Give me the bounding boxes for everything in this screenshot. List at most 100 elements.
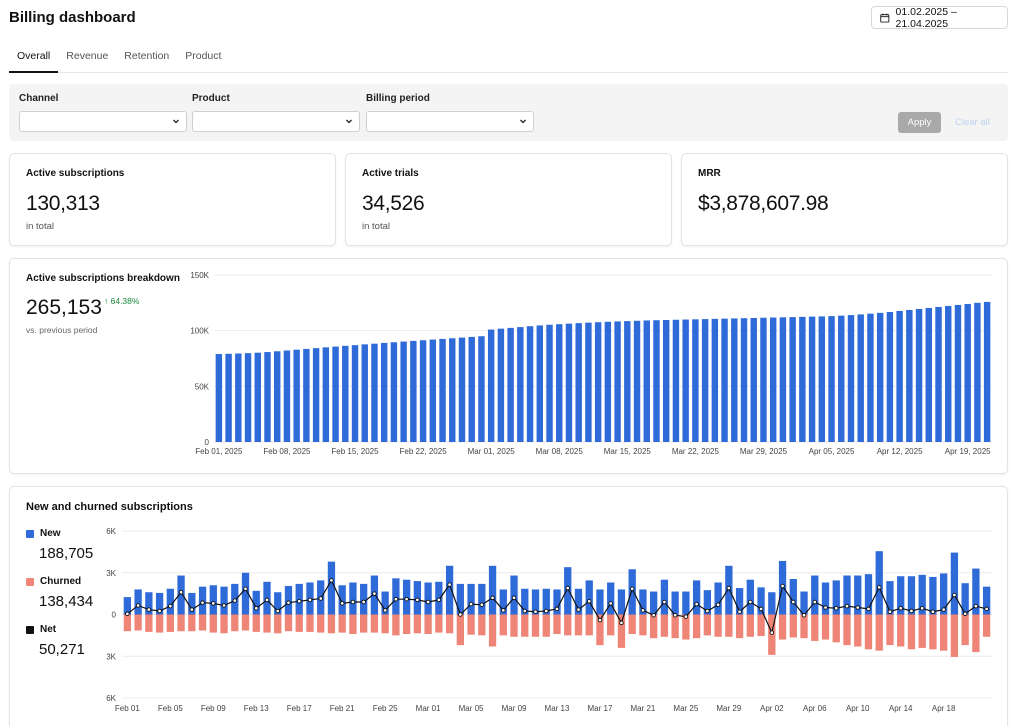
kpi-card-active-subscriptions: Active subscriptions 130,313 in total <box>9 153 336 246</box>
net-point <box>748 599 753 605</box>
new-bar <box>445 565 454 615</box>
y-tick-label: 0 <box>112 611 117 620</box>
bar <box>925 307 932 442</box>
channel-select[interactable] <box>19 111 187 132</box>
bar <box>215 354 223 442</box>
kpi-title: Active subscriptions <box>26 168 125 179</box>
new-bar <box>488 565 497 615</box>
bar <box>653 320 660 442</box>
bar <box>575 323 582 442</box>
bar <box>701 319 709 442</box>
bar <box>312 348 320 442</box>
bar <box>808 316 816 442</box>
new-bar <box>220 586 228 615</box>
new-bar <box>714 582 722 615</box>
y-tick-label: 3K <box>106 569 116 578</box>
tab-product[interactable]: Product <box>185 50 222 62</box>
billing-period-select[interactable] <box>366 111 534 132</box>
x-tick-label: Apr 02 <box>760 704 784 713</box>
page-title: Billing dashboard <box>9 9 136 26</box>
clear-all-button[interactable]: Clear all <box>955 117 990 128</box>
tab-retention[interactable]: Retention <box>124 50 170 62</box>
bar <box>799 316 806 442</box>
legend-swatch-new <box>26 529 34 538</box>
kpi-value: $3,878,607.98 <box>698 192 829 215</box>
kpi-card-mrr: MRR $3,878,607.98 <box>681 153 1008 246</box>
churned-bar <box>220 614 228 634</box>
net-point <box>930 609 936 614</box>
tab-revenue[interactable]: Revenue <box>66 50 109 62</box>
churned-bar <box>542 614 550 637</box>
bar <box>458 337 466 442</box>
bar <box>896 310 903 442</box>
apply-button[interactable]: Apply <box>898 112 941 133</box>
churned-bar <box>918 614 926 648</box>
churned-bar <box>381 614 389 634</box>
bar <box>672 319 680 442</box>
net-point <box>758 606 764 612</box>
date-range-button[interactable]: 01.02.2025 – 21.04.2025 <box>871 6 1008 30</box>
new-bar <box>864 574 873 615</box>
chevron-down-icon <box>520 119 526 124</box>
x-tick-label: Feb 21 <box>330 704 355 713</box>
new-bar <box>456 583 464 615</box>
churned-bar <box>714 614 722 637</box>
bar <box>915 308 923 442</box>
churned-bar <box>360 614 368 633</box>
net-point <box>425 599 431 605</box>
churned-bar <box>424 614 432 634</box>
legend-label-net: Net <box>40 624 57 635</box>
net-point <box>941 607 946 612</box>
churned-bar <box>843 614 851 646</box>
x-tick-label: Mar 13 <box>545 704 570 713</box>
churned-bar <box>274 614 282 634</box>
net-point <box>361 599 366 605</box>
churned-bar <box>435 614 443 633</box>
churned-bar <box>295 614 303 632</box>
churned-bar <box>317 614 325 633</box>
bar <box>906 309 913 442</box>
product-select[interactable] <box>192 111 360 132</box>
churned-bar <box>284 614 293 632</box>
bar <box>779 317 787 442</box>
net-point <box>791 599 796 605</box>
net-point <box>286 600 291 605</box>
new-bar <box>821 582 830 615</box>
bar <box>769 317 777 442</box>
churned-bar <box>521 614 529 637</box>
new-bar <box>542 588 550 615</box>
net-point <box>490 595 495 601</box>
churned-bar <box>456 614 464 646</box>
bar <box>332 346 339 442</box>
kpi-title: Active trials <box>362 168 419 179</box>
x-tick-label: Mar 09 <box>502 704 527 713</box>
new-bar <box>671 591 679 615</box>
net-point <box>640 608 646 613</box>
churned-bar <box>950 614 959 657</box>
net-point <box>157 608 162 614</box>
churned-bar <box>392 614 400 636</box>
bar <box>935 306 942 442</box>
y-tick-label: 3K <box>106 652 116 661</box>
new-bar <box>972 568 980 615</box>
x-tick-label: Feb 22, 2025 <box>400 447 448 456</box>
product-filter: Product <box>192 93 360 132</box>
new-bar <box>768 592 776 615</box>
churned-bar <box>660 614 669 637</box>
bar <box>400 341 407 442</box>
bar <box>789 317 796 442</box>
new-bar <box>735 588 744 615</box>
tab-overall[interactable]: Overall <box>9 44 59 73</box>
x-tick-label: Mar 22, 2025 <box>672 447 720 456</box>
net-point <box>855 605 860 610</box>
churned-bar <box>650 614 658 639</box>
bar <box>274 351 281 442</box>
x-tick-label: Apr 12, 2025 <box>877 447 923 456</box>
new-bar <box>982 586 991 615</box>
x-tick-label: Mar 21 <box>630 704 655 713</box>
new-bar <box>940 573 948 615</box>
net-point <box>275 608 280 614</box>
x-tick-label: Mar 01, 2025 <box>468 447 516 456</box>
y-tick-label: 6K <box>106 527 116 536</box>
